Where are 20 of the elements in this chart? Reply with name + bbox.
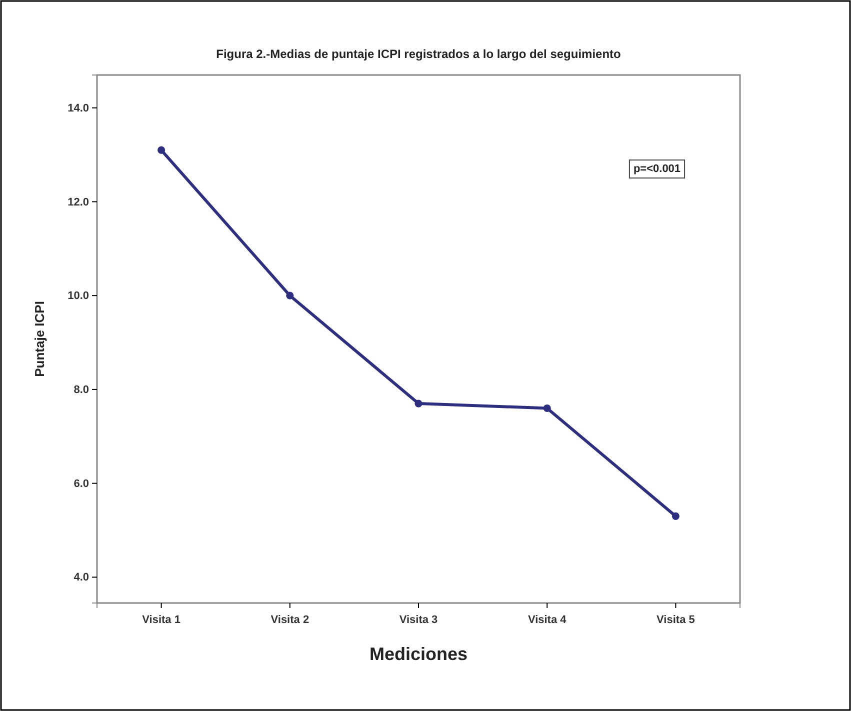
point — [158, 146, 166, 154]
point — [414, 400, 422, 408]
y-tick-label: 10.0 — [68, 290, 89, 302]
x-tick-label: Visita 5 — [656, 614, 695, 626]
point — [543, 404, 551, 412]
y-tick-label: 12.0 — [68, 196, 89, 208]
x-tick-label: Visita 4 — [528, 614, 568, 626]
annotation: p=<0.001 — [633, 163, 681, 175]
y-axis-title: Puntaje ICPI — [32, 301, 47, 377]
chart-title: Figura 2.-Medias de puntaje ICPI registrados a lo largo del seguimiento — [216, 47, 621, 61]
y-tick-label: 8.0 — [74, 384, 89, 396]
point — [672, 512, 680, 520]
y-tick-label: 6.0 — [74, 478, 89, 490]
point — [286, 292, 294, 300]
x-axis-title: Mediciones — [369, 644, 468, 664]
x-tick-label: Visita 3 — [399, 614, 438, 626]
y-tick-label: 4.0 — [74, 572, 89, 584]
x-tick-label: Visita 2 — [270, 614, 310, 626]
y-tick-label: 14.0 — [68, 102, 89, 114]
x-tick-label: Visita 1 — [142, 614, 180, 626]
